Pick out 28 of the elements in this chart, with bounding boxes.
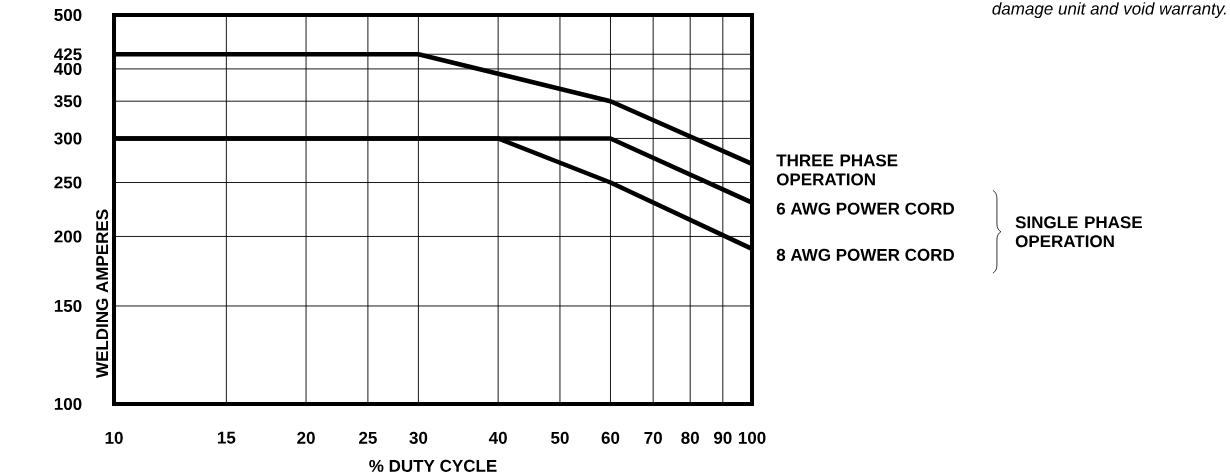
y-tick-label: 150 xyxy=(54,299,82,312)
x-tick-label: 25 xyxy=(359,431,377,444)
x-tick-label: 70 xyxy=(644,431,662,444)
y-tick-label: 425 xyxy=(54,48,82,61)
x-axis-title: % DUTY CYCLE xyxy=(369,459,497,472)
x-tick-label: 50 xyxy=(551,431,569,444)
series-label: THREE PHASE OPERATION xyxy=(776,154,898,186)
y-tick-label: 200 xyxy=(54,230,82,243)
x-tick-label: 20 xyxy=(297,431,315,444)
x-tick-label: 10 xyxy=(105,431,123,444)
text: SINGLE PHASE OPERATION xyxy=(1015,216,1142,248)
series-label: 6 AWG POWER CORD xyxy=(776,202,955,215)
y-tick-label: 500 xyxy=(54,8,82,21)
y-tick-label: 300 xyxy=(54,132,82,145)
x-tick-label: 100 xyxy=(738,431,766,444)
y-tick-label: 350 xyxy=(54,95,82,108)
y-axis-title: WELDING AMPERES xyxy=(96,209,109,378)
x-tick-label: 90 xyxy=(713,431,732,444)
y-tick-label: 250 xyxy=(54,176,82,189)
x-tick-label: 60 xyxy=(601,431,620,444)
series-label: 8 AWG POWER CORD xyxy=(776,248,955,261)
x-tick-label: 80 xyxy=(681,431,699,444)
y-tick-label: 400 xyxy=(54,62,82,75)
x-tick-label: 40 xyxy=(488,431,507,444)
text: damage unit and void warranty. xyxy=(992,2,1226,19)
y-tick-label: 100 xyxy=(54,397,82,410)
x-tick-label: 30 xyxy=(409,431,428,444)
x-tick-label: 15 xyxy=(217,431,236,444)
